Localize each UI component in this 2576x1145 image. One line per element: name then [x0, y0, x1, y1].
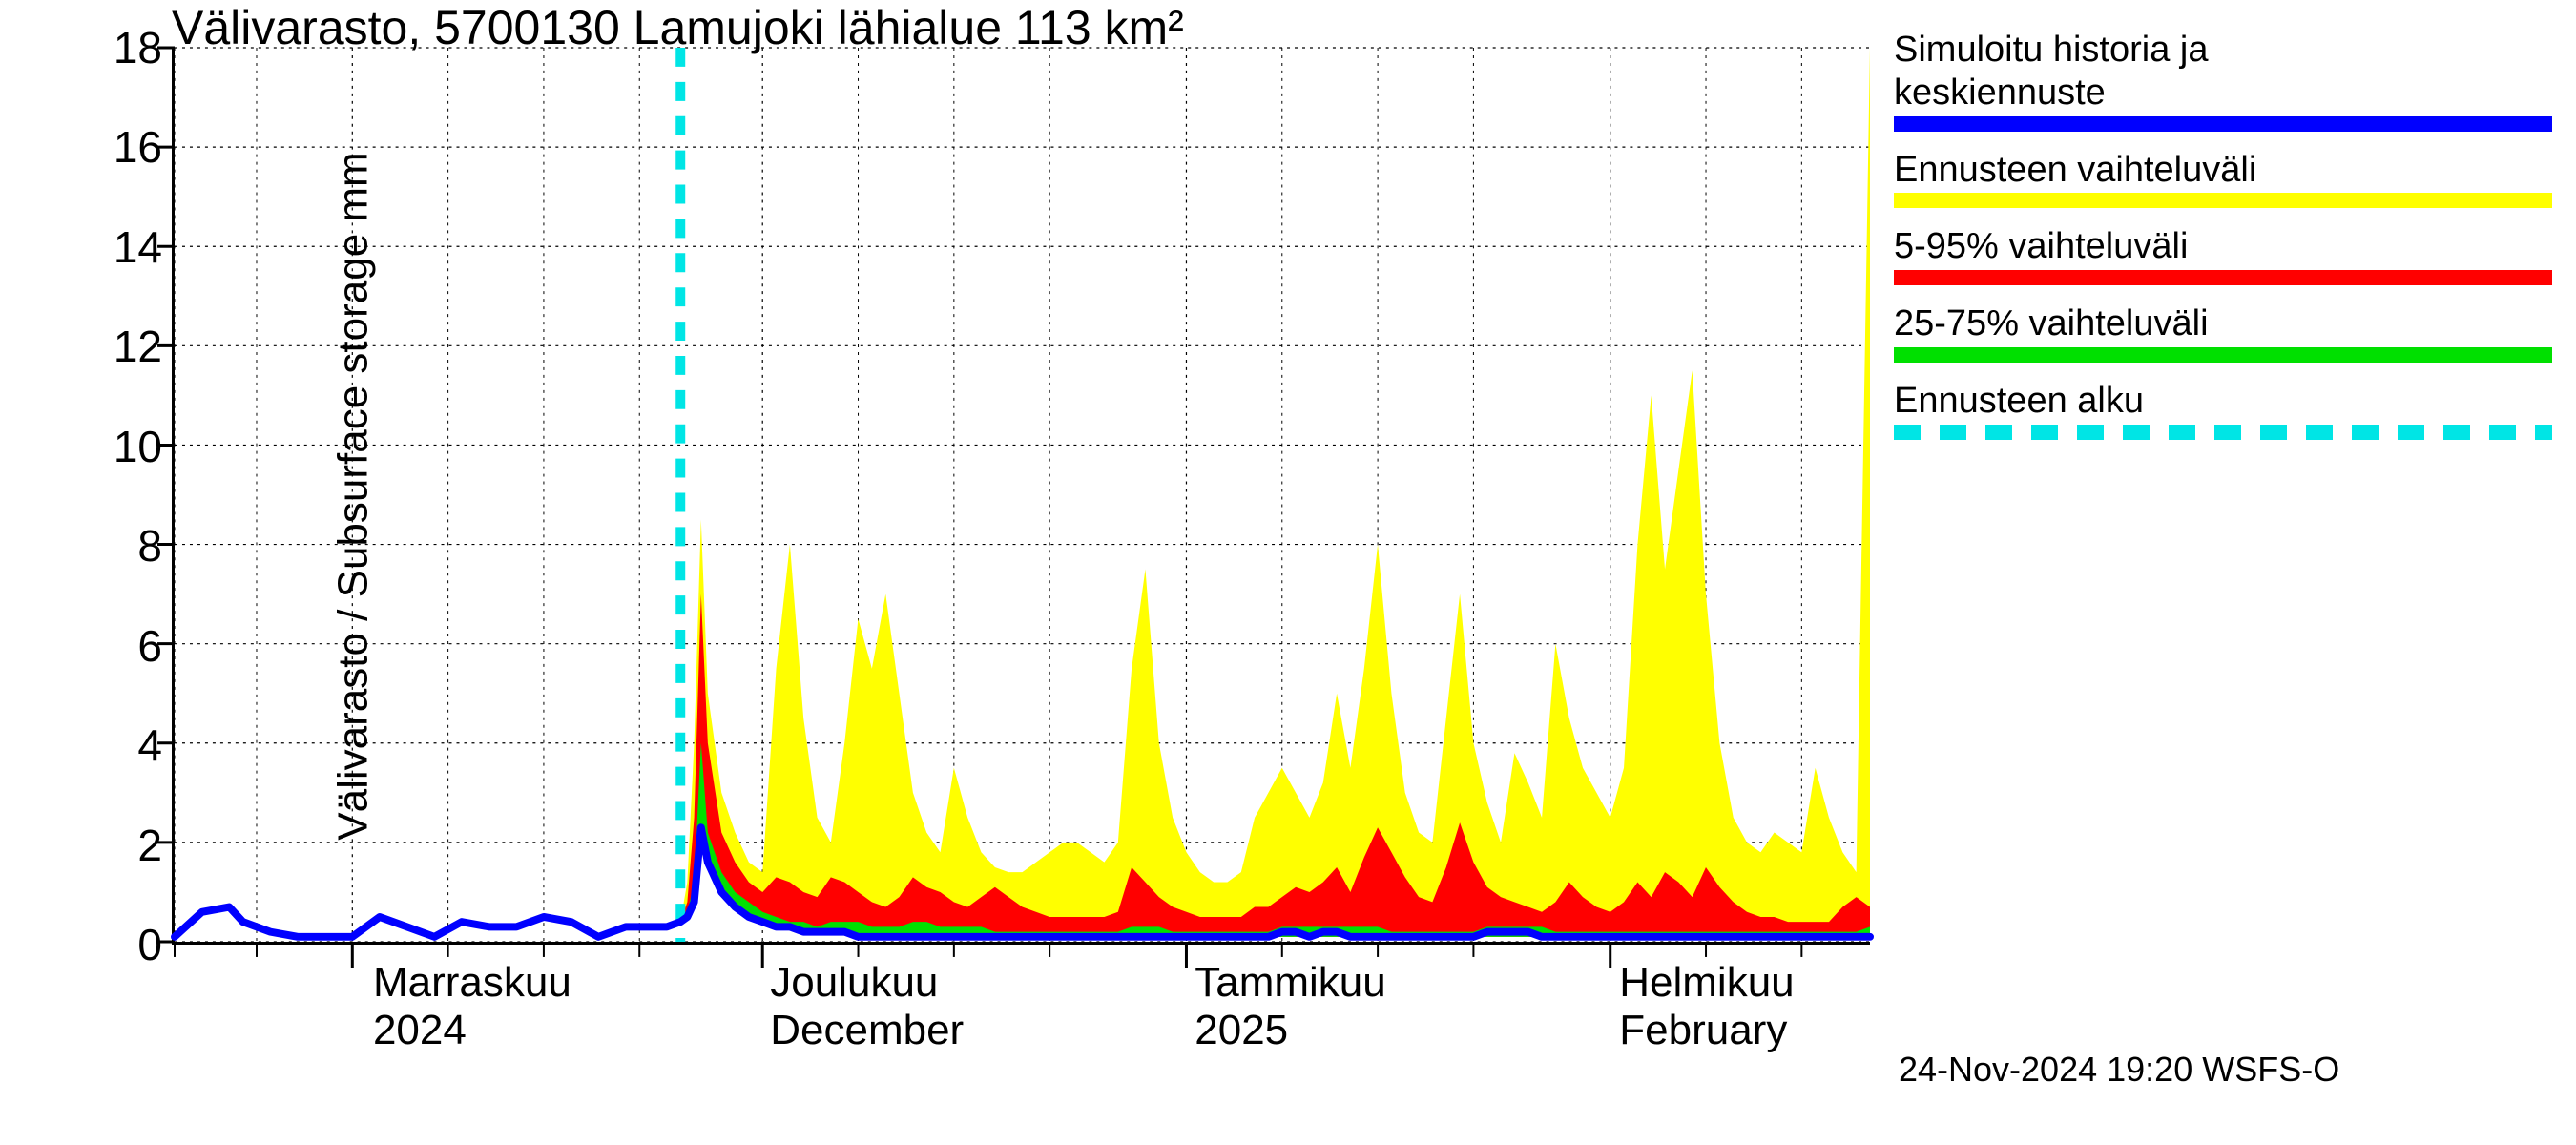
xtick-sublabel: December — [770, 1007, 964, 1054]
ytick-label: 10 — [114, 421, 162, 472]
legend-entry-label: 25-75% vaihteluväli — [1894, 302, 2562, 345]
chart-footer: 24-Nov-2024 19:20 WSFS-O — [1899, 1050, 2339, 1090]
ytick-label: 16 — [114, 121, 162, 173]
legend-entry: 5-95% vaihteluväli — [1894, 225, 2562, 285]
xtick-label: Marraskuu — [373, 959, 571, 1007]
ytick-label: 6 — [137, 620, 162, 672]
ytick-label: 14 — [114, 221, 162, 273]
ytick-label: 0 — [137, 919, 162, 970]
legend-entry-label: Ennusteen vaihteluväli — [1894, 149, 2562, 192]
legend: Simuloitu historia jakeskiennuste Ennuste… — [1894, 29, 2562, 457]
xtick-label: Helmikuu — [1619, 959, 1794, 1007]
legend-entry-label: 5-95% vaihteluväli — [1894, 225, 2562, 268]
legend-swatch — [1894, 193, 2552, 208]
legend-swatch — [1894, 116, 2552, 132]
xtick-sublabel: 2025 — [1195, 1007, 1288, 1054]
ytick-label: 2 — [137, 820, 162, 871]
legend-entry-label: Simuloitu historia ja — [1894, 29, 2562, 72]
chart-canvas: Välivarasto, 5700130 Lamujoki lähialue 1… — [0, 0, 2576, 1145]
legend-swatch — [1894, 270, 2552, 285]
legend-entry: Ennusteen alku — [1894, 380, 2562, 440]
legend-entry: Simuloitu historia jakeskiennuste — [1894, 29, 2562, 132]
legend-entry-label: keskiennuste — [1894, 72, 2562, 114]
ytick-label: 4 — [137, 719, 162, 771]
ytick-label: 18 — [114, 22, 162, 73]
legend-swatch — [1894, 347, 2552, 363]
xtick-sublabel: February — [1619, 1007, 1787, 1054]
legend-entry: 25-75% vaihteluväli — [1894, 302, 2562, 363]
legend-entry: Ennusteen vaihteluväli — [1894, 149, 2562, 209]
legend-swatch — [1894, 425, 2552, 440]
plot-area — [172, 48, 1870, 945]
xtick-sublabel: 2024 — [373, 1007, 467, 1054]
ytick-label: 8 — [137, 520, 162, 572]
xtick-label: Tammikuu — [1195, 959, 1386, 1007]
legend-entry-label: Ennusteen alku — [1894, 380, 2562, 423]
xtick-label: Joulukuu — [770, 959, 938, 1007]
ytick-label: 12 — [114, 321, 162, 372]
